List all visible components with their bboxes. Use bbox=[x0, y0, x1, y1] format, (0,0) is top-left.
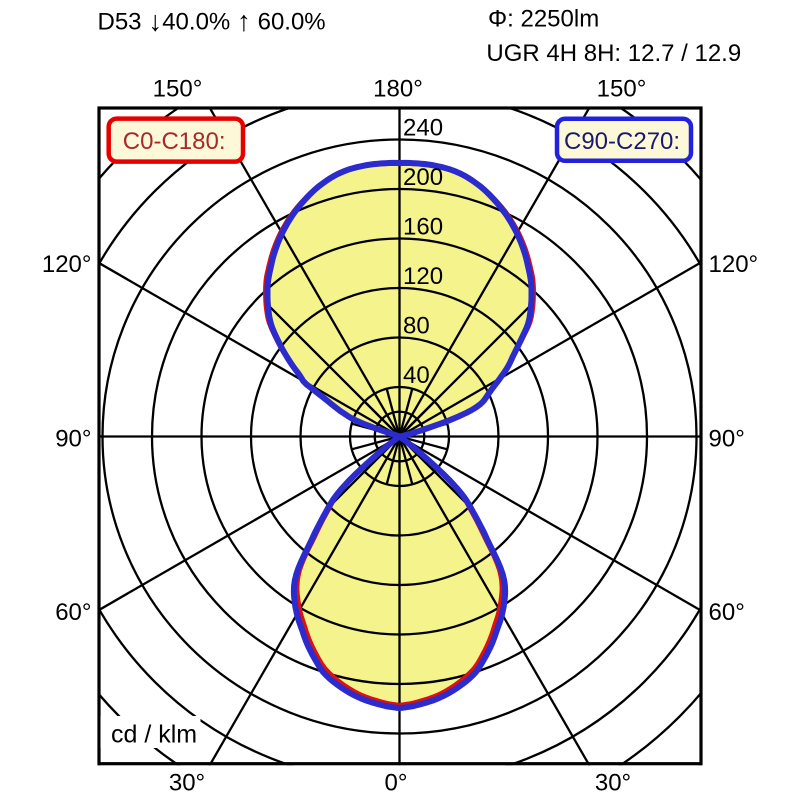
svg-text:30°: 30° bbox=[595, 770, 631, 797]
svg-text:40: 40 bbox=[403, 362, 430, 389]
svg-text:90°: 90° bbox=[709, 426, 745, 453]
svg-text:180°: 180° bbox=[373, 76, 423, 103]
svg-text:120°: 120° bbox=[709, 251, 759, 278]
svg-text:UGR 4H 8H: 12.7 / 12.9: UGR 4H 8H: 12.7 / 12.9 bbox=[486, 40, 741, 67]
svg-text:30°: 30° bbox=[169, 770, 205, 797]
svg-text:C90-C270:: C90-C270: bbox=[564, 128, 680, 155]
svg-text:150°: 150° bbox=[153, 76, 203, 103]
svg-text:60°: 60° bbox=[55, 599, 91, 626]
svg-text:60°: 60° bbox=[709, 599, 745, 626]
svg-text:120°: 120° bbox=[42, 251, 92, 278]
svg-text:200: 200 bbox=[403, 164, 443, 191]
svg-text:D53 ↓40.0% ↑ 60.0%: D53 ↓40.0% ↑ 60.0% bbox=[98, 6, 326, 37]
svg-text:80: 80 bbox=[403, 312, 430, 339]
svg-text:0°: 0° bbox=[385, 770, 408, 797]
svg-text:cd / klm: cd / klm bbox=[111, 721, 197, 749]
svg-text:120: 120 bbox=[403, 263, 443, 290]
svg-text:240: 240 bbox=[403, 114, 443, 141]
svg-text:C0-C180:: C0-C180: bbox=[123, 128, 226, 155]
svg-text:90°: 90° bbox=[55, 426, 91, 453]
svg-text:150°: 150° bbox=[597, 76, 647, 103]
svg-text:Φ: 2250lm: Φ: 2250lm bbox=[488, 6, 599, 33]
svg-text:160: 160 bbox=[403, 213, 443, 240]
